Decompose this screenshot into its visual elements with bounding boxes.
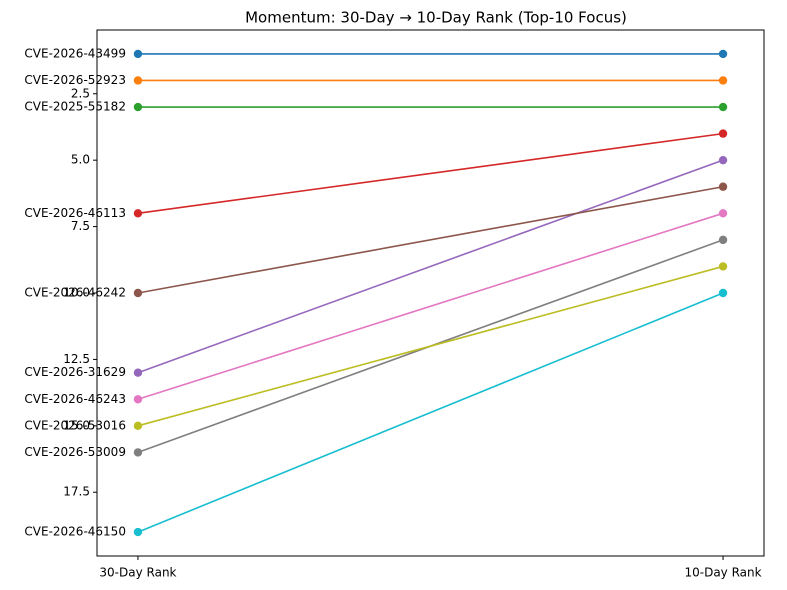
point bbox=[718, 155, 728, 165]
series-label: CVE-2026-43499 bbox=[24, 46, 126, 60]
slope-line bbox=[137, 132, 724, 215]
y-tick-label: 12.5 bbox=[63, 352, 90, 366]
point bbox=[718, 209, 728, 218]
series-label: CVE-2026-53016 bbox=[24, 418, 126, 432]
x-tick-label: 10-Day Rank bbox=[684, 566, 761, 580]
slope-line bbox=[137, 159, 724, 374]
series-label: CVE-2026-46242 bbox=[24, 286, 126, 300]
slope-line bbox=[137, 292, 724, 533]
point bbox=[718, 182, 728, 191]
plot-frame bbox=[96, 29, 765, 557]
series-label: CVE-2026-53009 bbox=[24, 445, 126, 459]
point bbox=[718, 235, 728, 245]
chart-title: Momentum: 30-Day → 10-Day Rank (Top-10 F… bbox=[245, 9, 627, 27]
slope-line bbox=[137, 185, 724, 294]
point bbox=[718, 102, 728, 112]
y-tick-label: 2.5 bbox=[71, 86, 90, 100]
x-tick-label: 30-Day Rank bbox=[99, 566, 176, 580]
series-label: CVE-2025-55182 bbox=[24, 100, 126, 114]
slope-line bbox=[137, 265, 724, 427]
point bbox=[133, 421, 143, 431]
point bbox=[133, 448, 143, 457]
y-tick-label: 10.0 bbox=[63, 286, 90, 300]
point bbox=[718, 288, 728, 298]
series-label: CVE-2026-52923 bbox=[24, 73, 126, 87]
point bbox=[133, 527, 143, 537]
point bbox=[133, 76, 143, 85]
series-label: CVE-2026-46150 bbox=[24, 525, 126, 539]
point bbox=[133, 288, 143, 298]
y-tick-label: 15.0 bbox=[63, 418, 90, 432]
slope-line bbox=[137, 212, 724, 401]
point bbox=[133, 209, 143, 218]
point bbox=[133, 102, 143, 112]
point bbox=[718, 262, 728, 271]
point bbox=[133, 49, 143, 59]
point bbox=[718, 129, 728, 138]
y-tick-label: 5.0 bbox=[71, 153, 90, 167]
point bbox=[718, 49, 728, 59]
point bbox=[133, 368, 143, 377]
series-label: CVE-2026-46113 bbox=[24, 206, 126, 220]
y-tick-label: 7.5 bbox=[71, 219, 90, 233]
point bbox=[133, 395, 143, 404]
series-label: CVE-2026-46243 bbox=[24, 392, 126, 406]
point bbox=[718, 76, 728, 85]
series-label: CVE-2026-31629 bbox=[24, 365, 126, 379]
y-tick-label: 17.5 bbox=[63, 485, 90, 499]
